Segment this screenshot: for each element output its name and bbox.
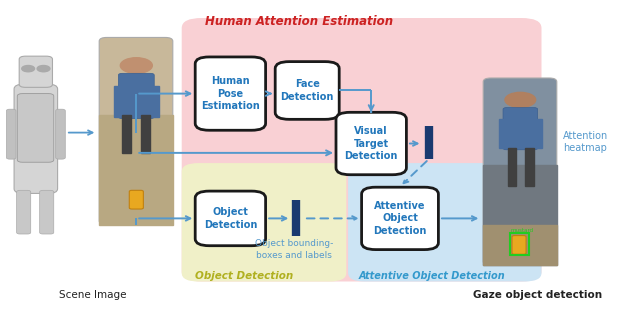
- FancyBboxPatch shape: [182, 19, 541, 281]
- Bar: [122, 115, 131, 153]
- FancyBboxPatch shape: [17, 190, 31, 234]
- Text: Attentive Object Detection: Attentive Object Detection: [358, 271, 505, 281]
- FancyBboxPatch shape: [19, 56, 52, 87]
- Text: Object
Detection: Object Detection: [204, 207, 257, 230]
- FancyBboxPatch shape: [336, 112, 406, 175]
- Text: Object bounding-
boxes and labels: Object bounding- boxes and labels: [255, 239, 333, 260]
- FancyBboxPatch shape: [182, 164, 346, 281]
- Text: Attention
heatmap: Attention heatmap: [563, 130, 609, 154]
- Text: Human
Pose
Estimation: Human Pose Estimation: [201, 76, 260, 111]
- Text: mustard: mustard: [510, 228, 533, 233]
- FancyBboxPatch shape: [99, 37, 173, 225]
- Circle shape: [22, 66, 35, 72]
- FancyBboxPatch shape: [349, 164, 541, 281]
- FancyBboxPatch shape: [118, 73, 154, 119]
- Bar: [499, 119, 505, 148]
- Bar: [508, 148, 516, 186]
- Text: Scene Image: Scene Image: [59, 290, 127, 300]
- FancyBboxPatch shape: [275, 62, 339, 119]
- Circle shape: [505, 92, 536, 107]
- FancyBboxPatch shape: [503, 108, 538, 150]
- Bar: [525, 148, 534, 186]
- Bar: [483, 165, 557, 265]
- Circle shape: [120, 58, 152, 73]
- FancyBboxPatch shape: [512, 236, 526, 254]
- Bar: [510, 233, 529, 255]
- Bar: [141, 115, 150, 153]
- FancyBboxPatch shape: [195, 57, 266, 130]
- Bar: [536, 119, 542, 148]
- Text: Face
Detection: Face Detection: [280, 79, 334, 102]
- Bar: [483, 225, 557, 265]
- Text: Visual
Target
Detection: Visual Target Detection: [344, 126, 398, 161]
- FancyBboxPatch shape: [6, 109, 16, 159]
- Bar: [99, 115, 173, 225]
- FancyBboxPatch shape: [17, 94, 54, 162]
- Text: Human Attention Estimation: Human Attention Estimation: [205, 15, 393, 28]
- FancyBboxPatch shape: [14, 84, 58, 193]
- Text: Gaze object detection: Gaze object detection: [473, 290, 602, 300]
- FancyBboxPatch shape: [56, 109, 65, 159]
- FancyBboxPatch shape: [40, 190, 54, 234]
- FancyBboxPatch shape: [195, 191, 266, 246]
- Bar: [152, 86, 159, 117]
- Text: Object Detection: Object Detection: [195, 271, 294, 281]
- Text: Attentive
Object
Detection: Attentive Object Detection: [373, 201, 427, 236]
- FancyBboxPatch shape: [362, 187, 438, 250]
- FancyBboxPatch shape: [129, 190, 143, 209]
- Circle shape: [37, 66, 50, 72]
- FancyBboxPatch shape: [483, 78, 557, 265]
- Bar: [114, 86, 120, 117]
